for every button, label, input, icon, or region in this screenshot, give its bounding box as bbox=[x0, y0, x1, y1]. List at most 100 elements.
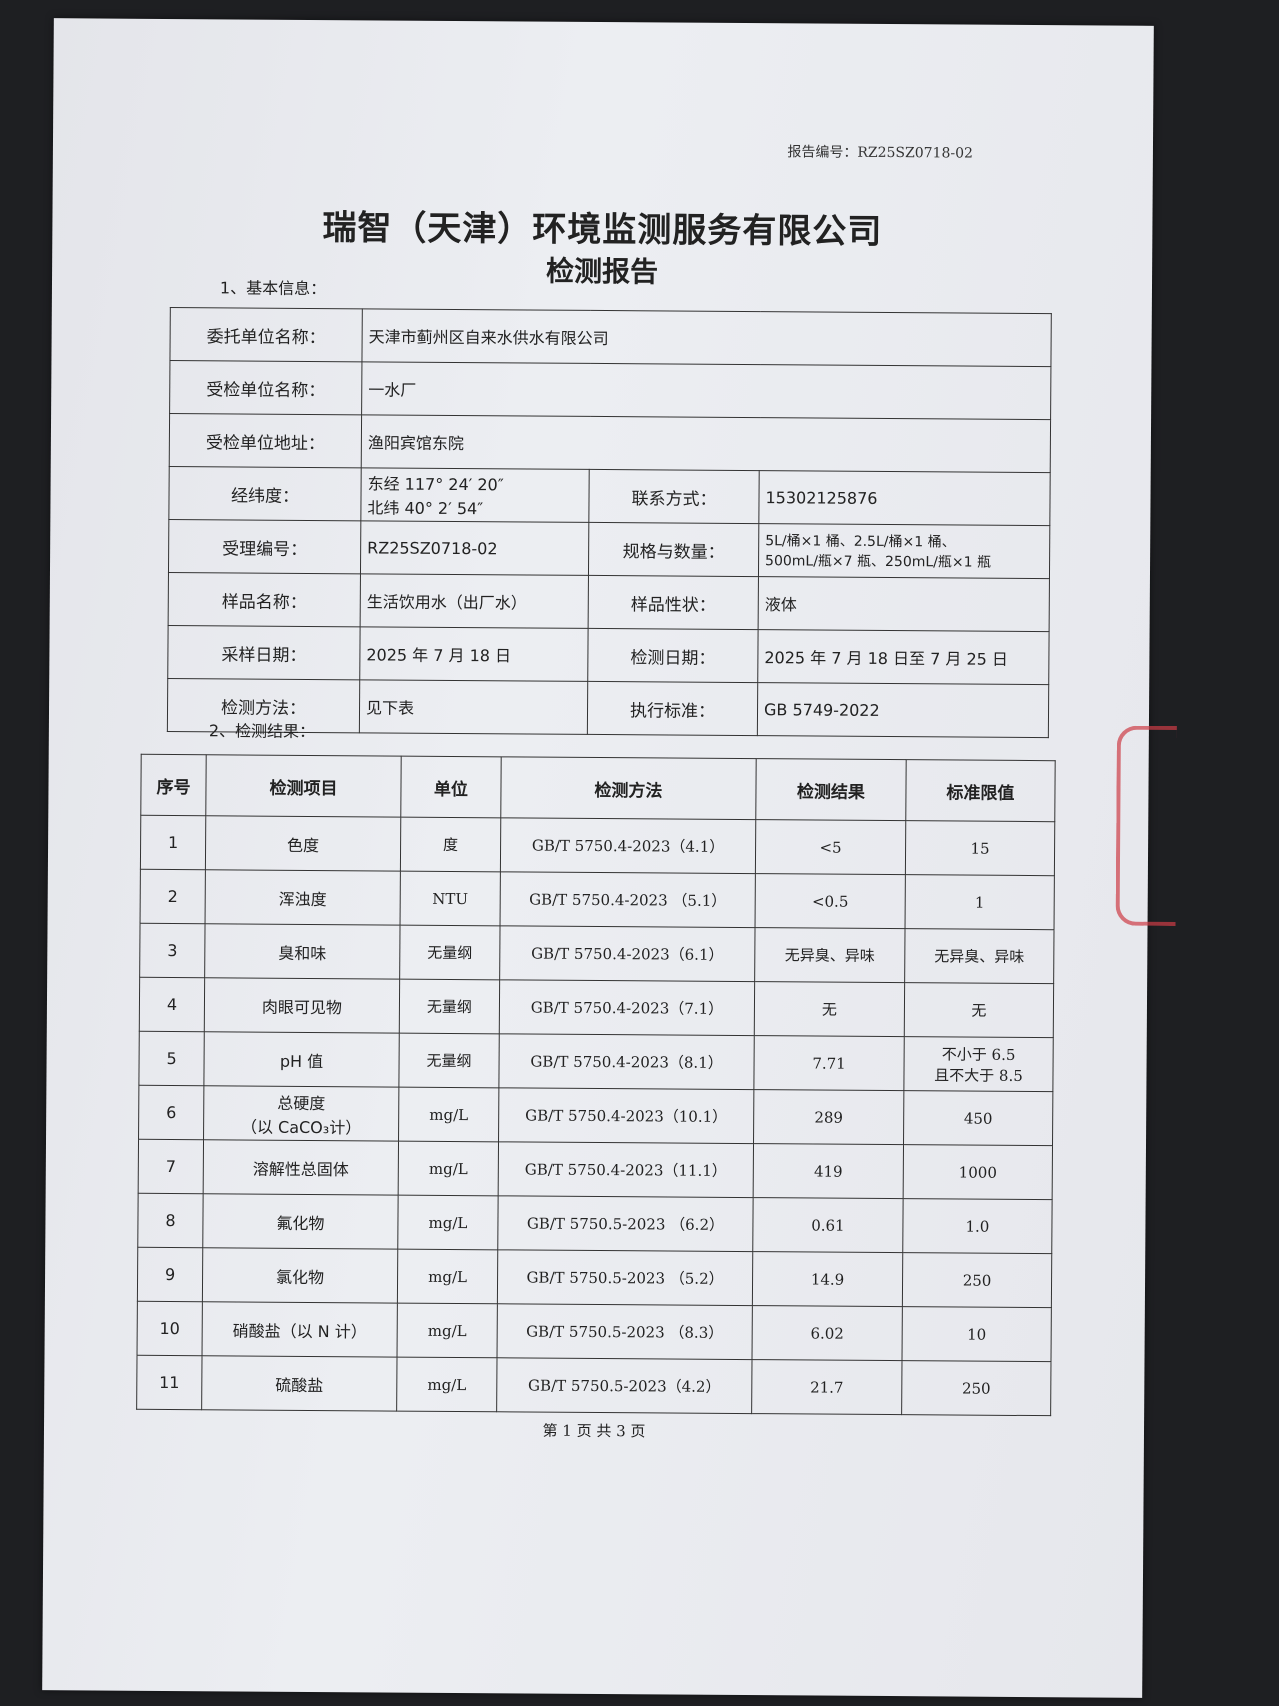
test-item: 浑浊度 bbox=[205, 869, 401, 926]
section-basic-info-heading: 1、基本信息： bbox=[219, 278, 327, 299]
item-name: 氯化物 bbox=[275, 1267, 325, 1287]
unit: 无量纲 bbox=[398, 1033, 500, 1088]
row-number: 9 bbox=[137, 1247, 203, 1302]
test-method: GB/T 5750.4-2023 （5.1） bbox=[500, 871, 756, 928]
sampling-date-value: 2025 年 7 月 18 日 bbox=[359, 626, 589, 682]
test-result: 6.02 bbox=[752, 1305, 903, 1361]
standard-limit: 不小于 6.5 且不大于 8.5 bbox=[903, 1036, 1054, 1092]
label: 受检单位名称： bbox=[169, 360, 362, 415]
label: 检测日期： bbox=[587, 628, 759, 683]
client-value: 天津市蓟州区自来水供水有限公司 bbox=[361, 308, 1052, 367]
test-item: pH 值 bbox=[203, 1031, 400, 1088]
limit-line: 且不大于 8.5 bbox=[934, 1065, 1023, 1085]
limit-line: 1.0 bbox=[965, 1217, 990, 1236]
col-header: 序号 bbox=[140, 754, 207, 816]
standard-limit: 1000 bbox=[903, 1144, 1053, 1200]
col-header: 检测方法 bbox=[500, 756, 757, 820]
report-page: 报告编号：RZ25SZ0718-02 瑞智（天津）环境监测服务有限公司 检测报告… bbox=[42, 18, 1177, 1698]
item-name: 色度 bbox=[287, 835, 320, 855]
table-row: 11 硫酸盐 mg/L GB/T 5750.5-2023（4.2） 21.7 250 bbox=[136, 1355, 1051, 1416]
info-row: 采样日期： 2025 年 7 月 18 日检测日期： 2025 年 7 月 18 日… bbox=[167, 625, 1050, 685]
col-header: 单位 bbox=[400, 756, 502, 818]
test-item: 溶解性总固体 bbox=[203, 1139, 399, 1196]
standard-limit: 450 bbox=[903, 1090, 1053, 1146]
row-number: 7 bbox=[138, 1139, 204, 1194]
test-date-value: 2025 年 7 月 18 日至 7 月 25 日 bbox=[757, 629, 1050, 685]
standard-limit: 10 bbox=[901, 1306, 1052, 1362]
info-row: 受理编号： RZ25SZ0718-02 规格与数量： 5L/桶×1 桶、2.5L/桶×… bbox=[168, 519, 1050, 579]
row-number: 8 bbox=[137, 1193, 204, 1248]
spec-value: 5L/桶×1 桶、2.5L/桶×1 桶、 500mL/瓶×7 瓶、250mL/瓶×… bbox=[758, 523, 1050, 579]
item-name: 肉眼可见物 bbox=[261, 997, 343, 1017]
label: 采样日期： bbox=[167, 625, 361, 680]
sample-value: 生活饮用水（出厂水） bbox=[360, 573, 589, 629]
test-result: 无 bbox=[754, 981, 905, 1037]
standard-value: GB 5749-2022 bbox=[757, 682, 1049, 738]
limit-line: 不小于 6.5 bbox=[941, 1044, 1016, 1064]
info-row: 受检单位地址： 渔阳宾馆东院 bbox=[169, 413, 1051, 473]
limit-line: 无异臭、异味 bbox=[934, 947, 1025, 966]
basic-info-table: 委托单位名称： 天津市蓟州区自来水供水有限公司 受检单位名称： 一水厂 受检单位地址… bbox=[167, 307, 1052, 738]
label: 受理编号： bbox=[168, 519, 361, 574]
label: 委托单位名称： bbox=[169, 307, 363, 362]
label: 样品性状： bbox=[588, 575, 759, 630]
test-item: 肉眼可见物 bbox=[204, 977, 400, 1034]
row-number: 4 bbox=[139, 977, 205, 1032]
red-seal-stamp bbox=[1115, 725, 1177, 927]
standard-limit: 15 bbox=[905, 820, 1055, 876]
standard-limit: 无异臭、异味 bbox=[904, 928, 1055, 984]
label: 规格与数量： bbox=[588, 522, 759, 577]
table-row: 8 氟化物 mg/L GB/T 5750.5-2023 （6.2） 0.61 1.0 bbox=[137, 1193, 1053, 1254]
unit: mg/L bbox=[397, 1303, 498, 1358]
table-row: 7 溶解性总固体 mg/L GB/T 5750.4-2023（11.1） 419 1000 bbox=[138, 1139, 1053, 1200]
table-row: 3 臭和味 无量纲 GB/T 5750.4-2023（6.1） 无异臭、异味 无异臭、异味 bbox=[139, 923, 1055, 984]
test-method: GB/T 5750.4-2023（7.1） bbox=[499, 979, 755, 1036]
test-method: GB/T 5750.5-2023 （5.2） bbox=[497, 1249, 753, 1306]
test-method: GB/T 5750.4-2023（6.1） bbox=[499, 925, 756, 982]
table-row: 10 硝酸盐（以 N 计） mg/L GB/T 5750.5-2023 （8.3） 6.… bbox=[137, 1301, 1052, 1362]
limit-line: 1000 bbox=[958, 1163, 997, 1182]
test-method: GB/T 5750.4-2023（11.1） bbox=[498, 1141, 754, 1198]
test-item: 硫酸盐 bbox=[201, 1355, 398, 1412]
item-name: pH 值 bbox=[279, 1051, 324, 1071]
label: 联系方式： bbox=[588, 469, 760, 524]
limit-line: 10 bbox=[967, 1325, 987, 1344]
row-number: 2 bbox=[140, 869, 206, 924]
row-number: 3 bbox=[139, 923, 206, 978]
table-row: 2 浑浊度 NTU GB/T 5750.4-2023 （5.1） <0.5 1 bbox=[140, 869, 1055, 930]
standard-limit: 1 bbox=[905, 874, 1055, 930]
longitude: 东经 117° 24′ 20″ bbox=[367, 474, 504, 495]
unit: mg/L bbox=[397, 1195, 499, 1250]
standard-limit: 1.0 bbox=[902, 1198, 1053, 1254]
item-name: 溶解性总固体 bbox=[252, 1159, 349, 1179]
test-item: 氟化物 bbox=[202, 1193, 399, 1250]
table-row: 1 色度 度 GB/T 5750.4-2023（4.1） <5 15 bbox=[140, 815, 1055, 876]
section-results-heading: 2、检测结果： bbox=[208, 721, 316, 742]
accept-no-value: RZ25SZ0718-02 bbox=[360, 520, 589, 576]
test-result: 289 bbox=[753, 1089, 904, 1145]
item-name: 臭和味 bbox=[278, 943, 327, 963]
test-item: 总硬度 （以 CaCO₃计） bbox=[203, 1085, 399, 1142]
method-value: 见下表 bbox=[359, 679, 588, 735]
test-method: GB/T 5750.4-2023（10.1） bbox=[498, 1087, 754, 1144]
unit: mg/L bbox=[398, 1141, 499, 1196]
standard-limit: 无 bbox=[904, 982, 1054, 1038]
info-row: 受检单位名称： 一水厂 bbox=[169, 360, 1051, 420]
test-item: 臭和味 bbox=[204, 923, 401, 980]
document-title: 检测报告 bbox=[545, 254, 659, 289]
unit: mg/L bbox=[398, 1087, 499, 1142]
item-name: 硝酸盐（以 N 计） bbox=[232, 1320, 367, 1341]
page-number: 第 1 页 共 3 页 bbox=[542, 1421, 646, 1441]
row-number: 1 bbox=[140, 815, 206, 870]
limit-line: 1 bbox=[974, 893, 985, 912]
spec-line: 500mL/瓶×7 瓶、250mL/瓶×1 瓶 bbox=[765, 553, 992, 571]
item-name: 氟化物 bbox=[276, 1213, 325, 1233]
table-row: 6 总硬度 （以 CaCO₃计） mg/L GB/T 5750.4-2023（10.1）… bbox=[138, 1085, 1053, 1146]
col-header: 标准限值 bbox=[905, 759, 1056, 822]
limit-line: 15 bbox=[970, 839, 990, 858]
test-method: GB/T 5750.4-2023（8.1） bbox=[498, 1033, 755, 1090]
test-method: GB/T 5750.4-2023（4.1） bbox=[500, 817, 756, 874]
label: 执行标准： bbox=[587, 681, 758, 736]
limit-line: 450 bbox=[963, 1109, 993, 1128]
table-row: 4 肉眼可见物 无量纲 GB/T 5750.4-2023（7.1）无无 bbox=[139, 977, 1054, 1038]
